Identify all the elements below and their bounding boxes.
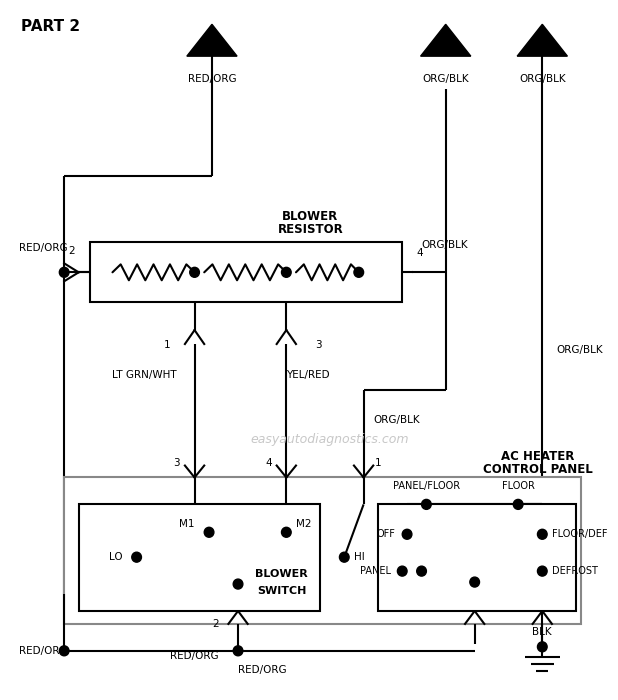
Text: RED/ORG: RED/ORG bbox=[170, 651, 219, 661]
Text: easyautodiagnostics.com: easyautodiagnostics.com bbox=[250, 433, 409, 446]
Text: B: B bbox=[441, 36, 451, 50]
Text: HI: HI bbox=[354, 552, 365, 562]
Circle shape bbox=[59, 646, 69, 656]
Text: 2: 2 bbox=[69, 246, 75, 256]
Circle shape bbox=[281, 267, 291, 277]
Text: 3: 3 bbox=[174, 458, 180, 468]
Circle shape bbox=[281, 527, 291, 538]
Text: 4: 4 bbox=[417, 248, 423, 258]
Text: BLK: BLK bbox=[533, 627, 552, 637]
Text: DEFROST: DEFROST bbox=[552, 566, 598, 576]
Circle shape bbox=[132, 552, 142, 562]
Text: RED/ORG: RED/ORG bbox=[188, 74, 236, 84]
Text: LO: LO bbox=[109, 552, 122, 562]
Circle shape bbox=[233, 579, 243, 589]
Bar bbox=[90, 242, 402, 302]
Text: BLOWER: BLOWER bbox=[282, 209, 339, 223]
Text: C: C bbox=[537, 36, 548, 50]
Text: 3: 3 bbox=[315, 340, 322, 350]
Polygon shape bbox=[421, 25, 471, 56]
Text: PART 2: PART 2 bbox=[21, 20, 80, 34]
Circle shape bbox=[538, 529, 547, 539]
Text: LT GRN/WHT: LT GRN/WHT bbox=[112, 370, 177, 380]
Circle shape bbox=[538, 566, 547, 576]
Text: PANEL: PANEL bbox=[360, 566, 391, 576]
Circle shape bbox=[397, 566, 407, 576]
Text: RED/ORG: RED/ORG bbox=[238, 665, 287, 675]
Text: 1: 1 bbox=[164, 340, 171, 350]
Bar bbox=[78, 505, 320, 611]
Text: RESISTOR: RESISTOR bbox=[277, 223, 344, 237]
Text: FLOOR/DEF: FLOOR/DEF bbox=[552, 529, 607, 539]
Text: FLOOR: FLOOR bbox=[502, 482, 535, 491]
Text: M2: M2 bbox=[296, 519, 311, 529]
Circle shape bbox=[354, 267, 363, 277]
Text: ORG/BLK: ORG/BLK bbox=[519, 74, 565, 84]
Circle shape bbox=[339, 552, 349, 562]
Text: 4: 4 bbox=[265, 458, 272, 468]
Text: ORG/BLK: ORG/BLK bbox=[373, 414, 420, 425]
Text: A: A bbox=[206, 36, 218, 50]
Text: 1: 1 bbox=[375, 458, 382, 468]
Polygon shape bbox=[517, 25, 567, 56]
Text: ORG/BLK: ORG/BLK bbox=[422, 74, 469, 84]
Text: YEL/RED: YEL/RED bbox=[286, 370, 330, 380]
Text: ORG/BLK: ORG/BLK bbox=[421, 240, 468, 251]
Text: BLOWER: BLOWER bbox=[255, 569, 308, 579]
Bar bbox=[378, 505, 576, 611]
Text: ORG/BLK: ORG/BLK bbox=[557, 345, 603, 355]
Circle shape bbox=[204, 527, 214, 538]
Polygon shape bbox=[187, 25, 237, 56]
Circle shape bbox=[233, 646, 243, 656]
Circle shape bbox=[59, 267, 69, 277]
Circle shape bbox=[190, 267, 200, 277]
Circle shape bbox=[538, 642, 547, 652]
Text: SWITCH: SWITCH bbox=[257, 586, 306, 596]
Circle shape bbox=[421, 499, 431, 510]
Text: OFF: OFF bbox=[376, 529, 396, 539]
Text: AC HEATER: AC HEATER bbox=[501, 449, 574, 463]
Circle shape bbox=[514, 499, 523, 510]
Circle shape bbox=[470, 577, 480, 587]
Text: PANEL/FLOOR: PANEL/FLOOR bbox=[393, 482, 460, 491]
Bar bbox=[64, 477, 581, 624]
Text: 2: 2 bbox=[212, 619, 219, 629]
Text: M1: M1 bbox=[179, 519, 195, 529]
Circle shape bbox=[402, 529, 412, 539]
Text: RED/ORG: RED/ORG bbox=[19, 244, 67, 253]
Text: RED/ORG: RED/ORG bbox=[19, 646, 67, 656]
Circle shape bbox=[417, 566, 426, 576]
Text: CONTROL PANEL: CONTROL PANEL bbox=[483, 463, 592, 477]
